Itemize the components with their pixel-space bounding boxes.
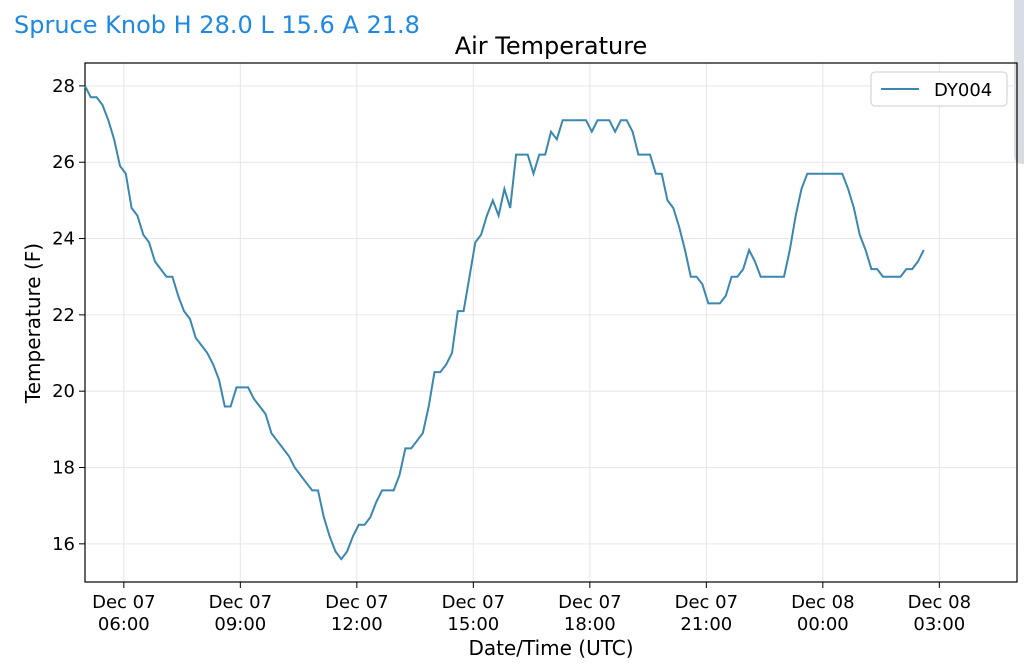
chart-grid: [85, 63, 1017, 582]
x-axis-label: Date/Time (UTC): [468, 636, 633, 660]
x-tick-label-time: 12:00: [331, 614, 383, 635]
legend-label-dy004: DY004: [934, 80, 992, 101]
x-tick-label-time: 15:00: [447, 614, 499, 635]
x-tick-label-date: Dec 07: [558, 592, 621, 613]
legend-box: [870, 71, 1008, 107]
x-tick-label-time: 03:00: [913, 614, 965, 635]
x-tick-label-date: Dec 07: [209, 592, 272, 613]
series-line-dy004: [84, 85, 925, 561]
y-axis-label: Temperature (F): [21, 243, 45, 404]
x-tick-label-date: Dec 07: [325, 592, 388, 613]
x-tick-label-time: 09:00: [214, 614, 266, 635]
chart-title: Air Temperature: [455, 32, 648, 60]
y-tick-label: 22: [52, 305, 75, 326]
x-tick-label-date: Dec 08: [908, 592, 971, 613]
x-tick-label-date: Dec 08: [791, 592, 854, 613]
y-tick-label: 20: [52, 381, 75, 402]
x-tick-label-date: Dec 07: [675, 592, 738, 613]
x-tick-label-time: 06:00: [98, 614, 150, 635]
y-tick-label: 28: [52, 76, 75, 97]
scrollbar-handle[interactable]: [1014, 0, 1024, 164]
y-tick-label: 16: [52, 534, 75, 555]
station-summary-title: Spruce Knob H 28.0 L 15.6 A 21.8: [14, 11, 420, 39]
y-tick-label: 26: [52, 152, 75, 173]
plot-frame: [84, 62, 1018, 583]
x-tick-label-date: Dec 07: [92, 592, 155, 613]
y-tick-label: 24: [52, 229, 75, 250]
x-tick-label-date: Dec 07: [442, 592, 505, 613]
x-tick-label-time: 00:00: [797, 614, 849, 635]
y-axis: 16 18 20 22 24 26 28: [52, 76, 85, 555]
y-tick-label: 18: [52, 458, 75, 479]
x-tick-label-time: 18:00: [564, 614, 616, 635]
chart-legend: DY004: [870, 71, 1008, 107]
x-tick-label-time: 21:00: [680, 614, 732, 635]
